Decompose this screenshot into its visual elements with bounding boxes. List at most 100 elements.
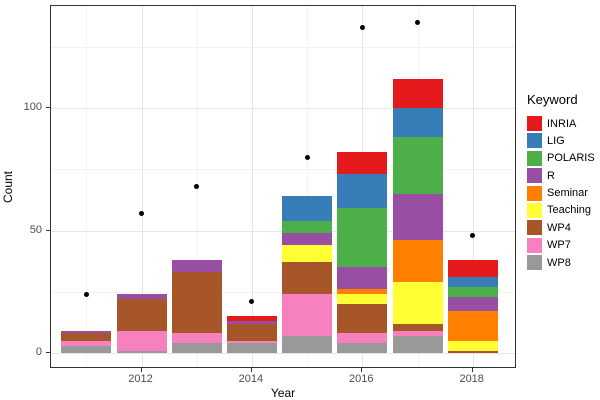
x-tick-mark	[250, 368, 252, 372]
bar-segment-inria-2016	[337, 152, 388, 175]
bar-segment-seminar-2018	[447, 311, 498, 341]
x-major-gridline	[472, 6, 474, 367]
x-tick-label: 2016	[349, 373, 374, 385]
bar-segment-lig-2017	[392, 108, 443, 138]
legend-items: INRIA LIG POLARIS R Seminar Teaching WP4 WP7 WP8	[527, 115, 595, 271]
y-tick-mark	[46, 352, 50, 353]
bar-segment-r-2014	[226, 321, 277, 324]
x-minor-gridline	[86, 6, 88, 367]
bar-segment-teaching-2015	[282, 245, 333, 263]
x-tick-label: 2014	[238, 373, 264, 385]
legend-item-wp4: WP4	[527, 219, 595, 236]
legend-item-teaching: Teaching	[527, 202, 595, 219]
bar-segment-wp4-2016	[337, 304, 388, 334]
x-axis-title: Year	[270, 386, 296, 400]
data-point-2015	[304, 154, 310, 160]
legend-key-swatch	[527, 237, 542, 253]
bar-segment-teaching-2018	[447, 340, 498, 351]
x-tick-label: 2018	[459, 373, 484, 385]
bar-segment-polaris-2016	[337, 208, 388, 268]
bar-segment-wp7-2012	[116, 330, 167, 351]
bar-segment-seminar-2017	[392, 240, 443, 282]
legend-item-label: INRIA	[547, 117, 577, 130]
bar-segment-polaris-2015	[282, 220, 333, 233]
y-tick-mark	[46, 107, 50, 108]
legend-item-label: WP7	[547, 239, 571, 252]
bar-segment-r-2016	[337, 267, 388, 290]
x-major-gridline	[251, 6, 253, 367]
bar-segment-wp8-2011	[61, 345, 112, 353]
bar-segment-r-2015	[282, 232, 333, 246]
y-minor-gridline	[51, 46, 515, 48]
bar-segment-teaching-2017	[392, 281, 443, 324]
bar-segment-wp4-2014	[226, 323, 277, 341]
bar-segment-lig-2016	[337, 174, 388, 209]
legend-item-wp7: WP7	[527, 237, 595, 254]
legend-item-lig: LIG	[527, 132, 595, 149]
bar-segment-wp7-2013	[171, 333, 222, 344]
legend-item-label: R	[547, 169, 555, 182]
bar-segment-lig-2015	[282, 196, 333, 221]
y-axis-title: Count	[1, 170, 15, 204]
legend-item-label: POLARIS	[547, 152, 595, 165]
y-minor-gridline	[51, 169, 515, 171]
bar-segment-polaris-2017	[392, 137, 443, 194]
data-point-2017	[415, 19, 420, 25]
bar-segment-wp8-2016	[337, 343, 388, 353]
bar-segment-wp7-2015	[282, 294, 333, 336]
bar-segment-wp4-2011	[61, 333, 112, 341]
y-tick-label: 50	[29, 223, 42, 236]
bar-segment-wp4-2015	[282, 262, 333, 295]
bar-segment-wp7-2017	[392, 330, 443, 336]
x-tick-label: 2012	[128, 373, 153, 385]
legend-item-label: WP8	[547, 256, 571, 269]
bar-segment-lig-2018	[447, 277, 498, 287]
legend-item-wp8: WP8	[527, 254, 595, 271]
data-point-2011	[83, 291, 89, 297]
legend-item-label: WP4	[547, 221, 571, 234]
x-major-gridline	[141, 6, 143, 367]
y-major-gridline	[51, 108, 515, 109]
bar-segment-wp8-2014	[226, 343, 277, 353]
data-point-2013	[194, 183, 200, 189]
bar-segment-wp8-2015	[282, 335, 333, 353]
legend-key-swatch	[527, 133, 542, 149]
bar-segment-seminar-2016	[337, 289, 388, 295]
x-tick-mark	[140, 368, 142, 372]
legend-item-seminar: Seminar	[527, 185, 595, 202]
legend-key-swatch	[527, 150, 542, 166]
bar-segment-inria-2018	[447, 259, 498, 278]
bar-segment-wp7-2016	[337, 333, 388, 344]
legend-key-swatch	[527, 202, 542, 218]
bar-segment-r-2011	[61, 330, 112, 334]
legend: Keyword INRIA LIG POLARIS R Seminar Teaching W…	[527, 92, 595, 272]
legend-key-swatch	[527, 220, 542, 236]
bar-segment-r-2012	[116, 294, 167, 300]
y-tick-mark	[46, 229, 50, 231]
legend-item-inria: INRIA	[527, 115, 595, 132]
bar-segment-r-2018	[447, 296, 498, 312]
legend-item-r: R	[527, 167, 595, 184]
legend-key-swatch	[527, 116, 542, 131]
bar-segment-wp7-2014	[226, 340, 277, 344]
data-point-2018	[470, 232, 476, 238]
legend-title: Keyword	[527, 92, 578, 107]
plot-panel	[50, 5, 516, 368]
y-tick-label: 100	[23, 101, 42, 113]
y-tick-label: 0	[35, 346, 42, 358]
legend-item-label: Seminar	[547, 187, 588, 200]
legend-key-swatch	[527, 185, 542, 201]
legend-key-swatch	[527, 255, 542, 271]
x-tick-mark	[471, 368, 473, 372]
x-tick-mark	[361, 368, 363, 372]
legend-item-label: LIG	[547, 134, 565, 147]
bar-segment-wp4-2012	[116, 299, 167, 331]
bar-segment-r-2017	[392, 193, 443, 241]
y-major-gridline	[51, 353, 515, 354]
x-minor-gridline	[307, 6, 309, 367]
legend-key-swatch	[527, 168, 542, 184]
bar-segment-inria-2014	[226, 316, 277, 322]
bar-segment-inria-2017	[392, 78, 443, 108]
bar-segment-wp4-2018	[447, 350, 498, 353]
